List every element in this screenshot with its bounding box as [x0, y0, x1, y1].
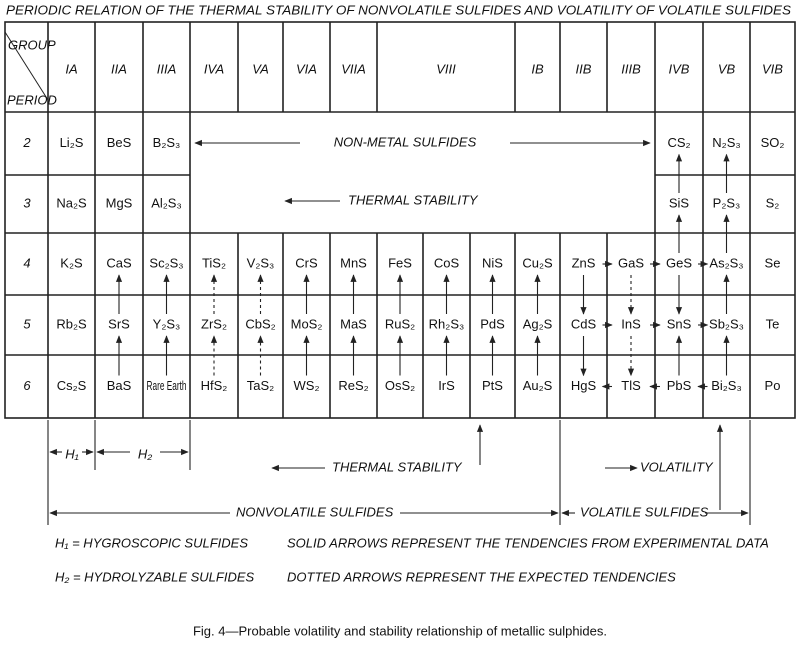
sulfide: Se	[765, 255, 781, 270]
sulfide: Rare Earth	[147, 378, 187, 393]
group-header: IIB	[576, 61, 592, 76]
thermal-stability-row-label: THERMAL STABILITY	[348, 192, 479, 207]
sulfide: Po	[765, 378, 781, 393]
period-label: 3	[23, 195, 31, 210]
group-header: VA	[252, 61, 269, 76]
sulfide: K₂S	[60, 255, 83, 270]
sulfide: Cs₂S	[57, 378, 87, 393]
sulfide: IrS	[438, 378, 455, 393]
sulfide: PbS	[667, 378, 692, 393]
caption: Fig. 4—Probable volatility and stability…	[193, 623, 607, 638]
legend-solid: SOLID ARROWS REPRESENT THE TENDENCIES FR…	[287, 535, 769, 550]
sulfide: TlS	[621, 378, 641, 393]
sulfide: Te	[766, 316, 780, 331]
sulfide: Na₂S	[56, 195, 87, 210]
sulfide: Y₂S₃	[153, 316, 181, 331]
group-header: IIIB	[621, 61, 641, 76]
sulfide: Sb₂S₃	[709, 316, 744, 331]
sulfide: HfS₂	[201, 378, 228, 393]
volatility-label: VOLATILITY	[640, 459, 714, 474]
sulfide: NiS	[482, 255, 503, 270]
sulfide: CS₂	[667, 135, 690, 150]
sulfide: Rh₂S₃	[429, 316, 465, 331]
sulfide: Rb₂S	[56, 316, 87, 331]
sulfide: WS₂	[294, 378, 320, 393]
sulfide: N₂S₃	[712, 135, 740, 150]
table-border	[4, 21, 796, 419]
group-header: VB	[718, 61, 736, 76]
sulfide: SrS	[108, 316, 130, 331]
group-header: VIII	[436, 61, 456, 76]
sulfide: TiS₂	[202, 255, 226, 270]
sulfide: GeS	[666, 255, 692, 270]
sulfide: CrS	[295, 255, 318, 270]
group-header: IIIA	[157, 61, 177, 76]
period-label: 2	[22, 135, 31, 150]
sulfide: HgS	[571, 378, 597, 393]
sulfide: CbS₂	[245, 316, 275, 331]
legend-dotted: DOTTED ARROWS REPRESENT THE EXPECTED TEN…	[287, 569, 676, 584]
period-label: 5	[23, 316, 31, 331]
volatile-label: VOLATILE SULFIDES	[580, 504, 709, 519]
group-header: IVB	[669, 61, 690, 76]
group-header: IVA	[204, 61, 224, 76]
sulfide: As₂S₃	[709, 255, 743, 270]
sulfide: Bi₂S₃	[711, 378, 742, 393]
sulfide: GaS	[618, 255, 644, 270]
sulfide: Ag₂S	[523, 316, 553, 331]
sulfide: S₂	[766, 195, 780, 210]
sulfide: ReS₂	[338, 378, 368, 393]
sulfide: InS	[621, 316, 641, 331]
sulfide: B₂S₃	[153, 135, 181, 150]
sulfide: CaS	[106, 255, 132, 270]
sulfide: OsS₂	[385, 378, 415, 393]
group-header: VIIA	[341, 61, 366, 76]
sulfide: SO₂	[761, 135, 785, 150]
sulfide: Cu₂S	[522, 255, 553, 270]
group-header: IB	[531, 61, 544, 76]
sulfide: BeS	[107, 135, 132, 150]
sulfide: Al₂S₃	[151, 195, 182, 210]
group-header: IA	[65, 61, 77, 76]
corner-group: GROUP	[8, 37, 56, 52]
sulfide: Sc₂S₃	[149, 255, 183, 270]
sulfide: MnS	[340, 255, 367, 270]
non-metal-label: NON-METAL SULFIDES	[334, 134, 477, 149]
title: PERIODIC RELATION OF THE THERMAL STABILI…	[6, 2, 791, 17]
sulfide: Au₂S	[523, 378, 553, 393]
corner-period: PERIOD	[7, 92, 57, 107]
sulfide: PtS	[482, 378, 503, 393]
group-header: VIB	[762, 61, 783, 76]
sulfide: P₂S₃	[713, 195, 741, 210]
group-header: IIA	[111, 61, 127, 76]
sulfide: CdS	[571, 316, 597, 331]
sulfide: MoS₂	[291, 316, 323, 331]
sulfide: ZnS	[572, 255, 596, 270]
sulfide: PdS	[480, 316, 505, 331]
sulfide: TaS₂	[247, 378, 274, 393]
period-label: 4	[23, 255, 30, 270]
group-header: VIA	[296, 61, 317, 76]
sulfide: RuS₂	[385, 316, 415, 331]
period-label: 6	[23, 378, 31, 393]
nonvolatile-label: NONVOLATILE SULFIDES	[236, 504, 394, 519]
legend-h1: H₁ = HYGROSCOPIC SULFIDES	[55, 535, 248, 550]
sulfide: MgS	[106, 195, 133, 210]
h1-label: H₁	[65, 446, 79, 461]
sulfide: SnS	[667, 316, 692, 331]
sulfide: FeS	[388, 255, 412, 270]
legend-h2: H₂ = HYDROLYZABLE SULFIDES	[55, 569, 255, 584]
h2-label: H₂	[138, 446, 152, 461]
sulfide: MaS	[340, 316, 367, 331]
sulfide: CoS	[434, 255, 460, 270]
corner-diagonal	[4, 31, 49, 101]
sulfide: Li₂S	[60, 135, 84, 150]
sulfide: SiS	[669, 195, 690, 210]
sulfide: ZrS₂	[201, 316, 227, 331]
sulfide: V₂S₃	[247, 255, 275, 270]
sulfide: BaS	[107, 378, 132, 393]
thermal-stability-label: THERMAL STABILITY	[332, 459, 463, 474]
